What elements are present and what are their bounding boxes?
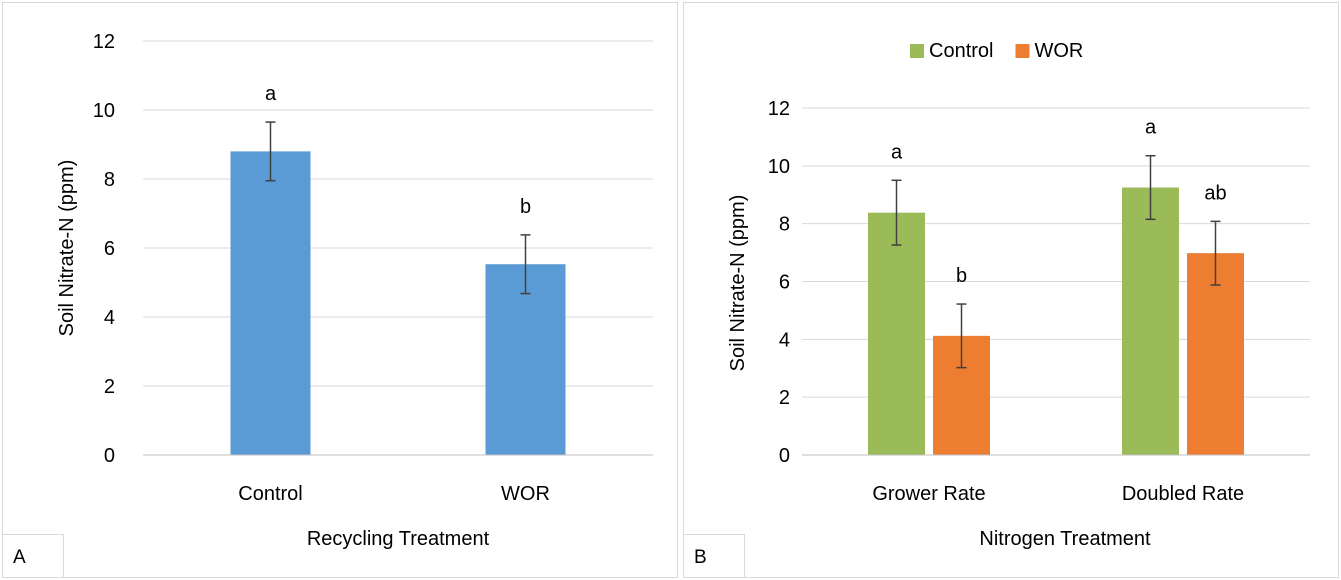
a-significance-letter: a [265, 83, 277, 105]
b-significance-letter: ab [1204, 182, 1226, 204]
b-significance-letter: a [891, 141, 903, 163]
a-y-axis-title: Soil Nitrate-N (ppm) [56, 160, 78, 337]
a-category-label: WOR [501, 483, 550, 505]
b-y-tick-label: 2 [779, 387, 790, 409]
a-bar [485, 264, 566, 455]
b-bar [1187, 253, 1244, 455]
b-bar [1122, 187, 1179, 456]
b-y-tick-label: 0 [779, 445, 790, 467]
b-x-axis-title: Nitrogen Treatment [979, 528, 1151, 550]
b-y-tick-label: 4 [779, 329, 790, 351]
a-y-tick-label: 6 [104, 238, 115, 260]
panel-label-b: B [683, 534, 745, 578]
b-significance-letter: a [1145, 117, 1157, 139]
a-category-label: Control [238, 483, 302, 505]
b-legend-label: WOR [1034, 40, 1083, 62]
chart-a: 0 2 4 6 8 10 12 a Control b WOR Recycling Treatment… [56, 31, 653, 550]
a-y-tick-label: 12 [93, 31, 115, 53]
b-legend-label: Control [929, 40, 993, 62]
b-y-tick-label: 10 [768, 156, 790, 178]
b-legend-swatch [1015, 44, 1030, 58]
b-y-tick-label: 12 [768, 98, 790, 120]
a-y-tick-label: 2 [104, 376, 115, 398]
b-significance-letter: b [956, 265, 967, 287]
b-y-tick-label: 6 [779, 272, 790, 294]
panel-label-a: A [2, 534, 64, 578]
b-bar [868, 212, 925, 455]
a-y-tick-label: 4 [104, 307, 115, 329]
a-bar [230, 151, 311, 455]
b-category-label: Grower Rate [872, 483, 985, 505]
b-y-axis-title: Soil Nitrate-N (ppm) [727, 195, 749, 372]
a-significance-letter: b [520, 196, 531, 218]
a-x-axis-title: Recycling Treatment [307, 528, 490, 550]
a-y-tick-label: 10 [93, 100, 115, 122]
b-legend-swatch [910, 44, 924, 58]
panel-a: 0 2 4 6 8 10 12 a Control b WOR Recycling Treatment… [2, 2, 678, 578]
b-category-label: Doubled Rate [1122, 483, 1244, 505]
b-y-tick-label: 8 [779, 214, 790, 236]
panel-b: 0 2 4 6 8 10 12 a b Grower Rate a ab Doubled Rate Nit… [683, 2, 1339, 578]
a-y-tick-label: 8 [104, 169, 115, 191]
a-y-tick-label: 0 [104, 445, 115, 467]
